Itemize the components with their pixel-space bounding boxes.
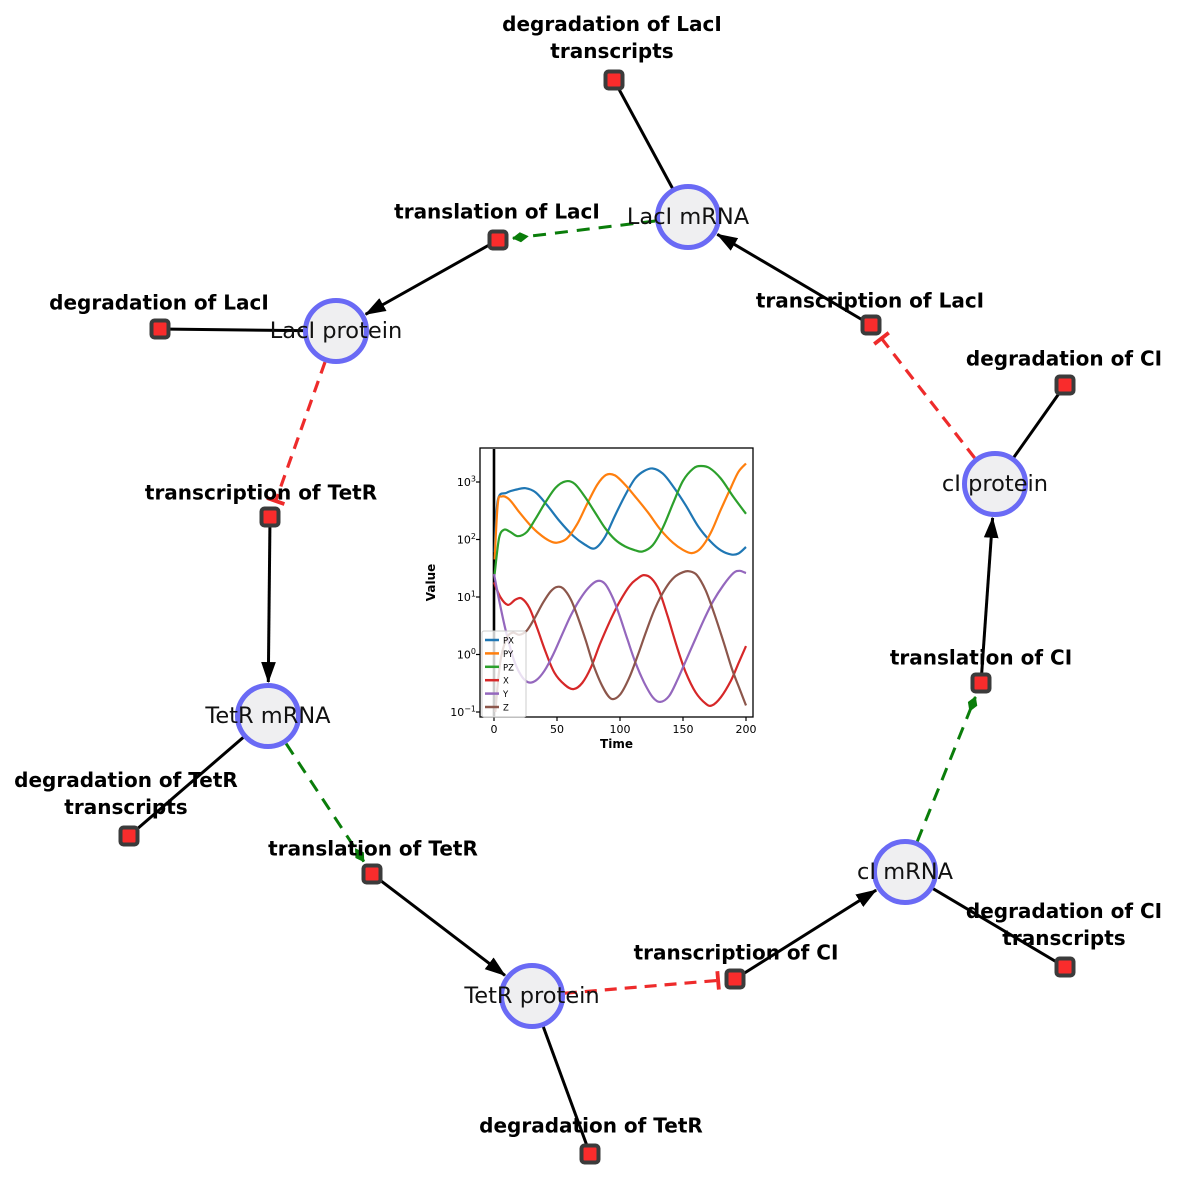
species-label-tetr_mrna: TetR mRNA	[205, 703, 331, 729]
y-tick-label: 101	[457, 590, 476, 605]
edge-transl_tetr-tetr_protein	[371, 872, 506, 977]
reaction-label-txn_laci: transcription of LacI	[755, 288, 985, 313]
edge-transl_laci-laci_protein	[364, 238, 499, 316]
reaction-label-deg_ci_tx: degradation of CI transcripts	[965, 899, 1163, 950]
reaction-label-deg_tetr_tx: degradation of TetR transcripts	[14, 768, 238, 819]
series-line-Y	[492, 569, 747, 704]
reaction-node-deg_laci	[149, 318, 171, 340]
x-tick-label: 200	[736, 723, 757, 736]
edge-ci_protein-txn_laci	[873, 331, 976, 459]
timeseries-chart: 0 50 100 150 200 103 102 101 100 10−1 Time Value PX P…	[424, 447, 757, 751]
y-axis-label: Value	[424, 564, 438, 602]
reaction-node-txn_ci	[724, 968, 746, 990]
reaction-node-deg_laci_tx	[603, 69, 625, 91]
x-tick-label: 100	[610, 723, 631, 736]
plot-spines	[479, 447, 754, 718]
y-tick-label: 103	[457, 475, 476, 490]
timeseries-inset-plot: 0 50 100 150 200 103 102 101 100 10−1 Time Value PX P…	[424, 428, 776, 770]
legend-label-Z: Z	[503, 704, 509, 714]
reaction-node-txn_tetr	[259, 506, 281, 528]
y-tick-label: 100	[457, 647, 476, 662]
species-label-ci_protein: cI protein	[941, 471, 1049, 497]
legend-label-PX: PX	[503, 637, 514, 647]
reaction-node-transl_ci	[970, 672, 992, 694]
y-tick-label: 102	[457, 532, 476, 547]
species-label-laci_protein: LacI protein	[269, 318, 403, 344]
reaction-label-transl_tetr: translation of TetR	[268, 836, 478, 861]
species-label-laci_mrna: LacI mRNA	[626, 204, 750, 230]
x-tick-label: 150	[673, 723, 694, 736]
species-label-ci_mrna: cI mRNA	[857, 859, 953, 885]
reaction-node-deg_tetr_tx	[118, 825, 140, 847]
x-tick-label: 50	[550, 723, 564, 736]
reaction-label-transl_ci: translation of CI	[889, 645, 1073, 670]
reaction-node-txn_laci	[860, 314, 882, 336]
legend-label-X: X	[503, 677, 509, 687]
species-label-tetr_protein: TetR protein	[464, 983, 600, 1009]
reaction-label-txn_ci: transcription of CI	[633, 940, 839, 965]
legend-label-PY: PY	[503, 650, 514, 660]
reaction-node-transl_laci	[487, 229, 509, 251]
reaction-label-txn_tetr: transcription of TetR	[144, 480, 378, 505]
x-axis-label: Time	[600, 737, 633, 751]
series-line-PZ	[493, 464, 747, 575]
edge-txn_tetr-tetr_mrna	[261, 516, 276, 684]
series-line-Z	[494, 569, 748, 713]
reaction-node-transl_tetr	[361, 863, 383, 885]
reaction-label-transl_laci: translation of LacI	[394, 199, 600, 224]
reaction-label-deg_laci_tx: degradation of LacI transcripts	[502, 12, 722, 63]
reaction-label-deg_tetr: degradation of TetR	[479, 1113, 703, 1138]
edge-ci_mrna-transl_ci	[915, 696, 978, 842]
reaction-label-deg_laci: degradation of LacI	[49, 290, 269, 315]
series-line-X	[492, 573, 748, 707]
legend-label-Y: Y	[502, 690, 509, 700]
reaction-node-deg_ci	[1054, 374, 1076, 396]
legend-label-PZ: PZ	[503, 663, 514, 673]
reaction-node-deg_ci_tx	[1054, 956, 1076, 978]
y-tick-label: 10−1	[450, 705, 476, 720]
reaction-node-deg_tetr	[579, 1143, 601, 1165]
series-line-PX	[493, 467, 747, 556]
reaction-label-deg_ci: degradation of CI	[965, 346, 1163, 371]
x-tick-label: 0	[491, 723, 498, 736]
series-line-PY	[493, 462, 747, 560]
